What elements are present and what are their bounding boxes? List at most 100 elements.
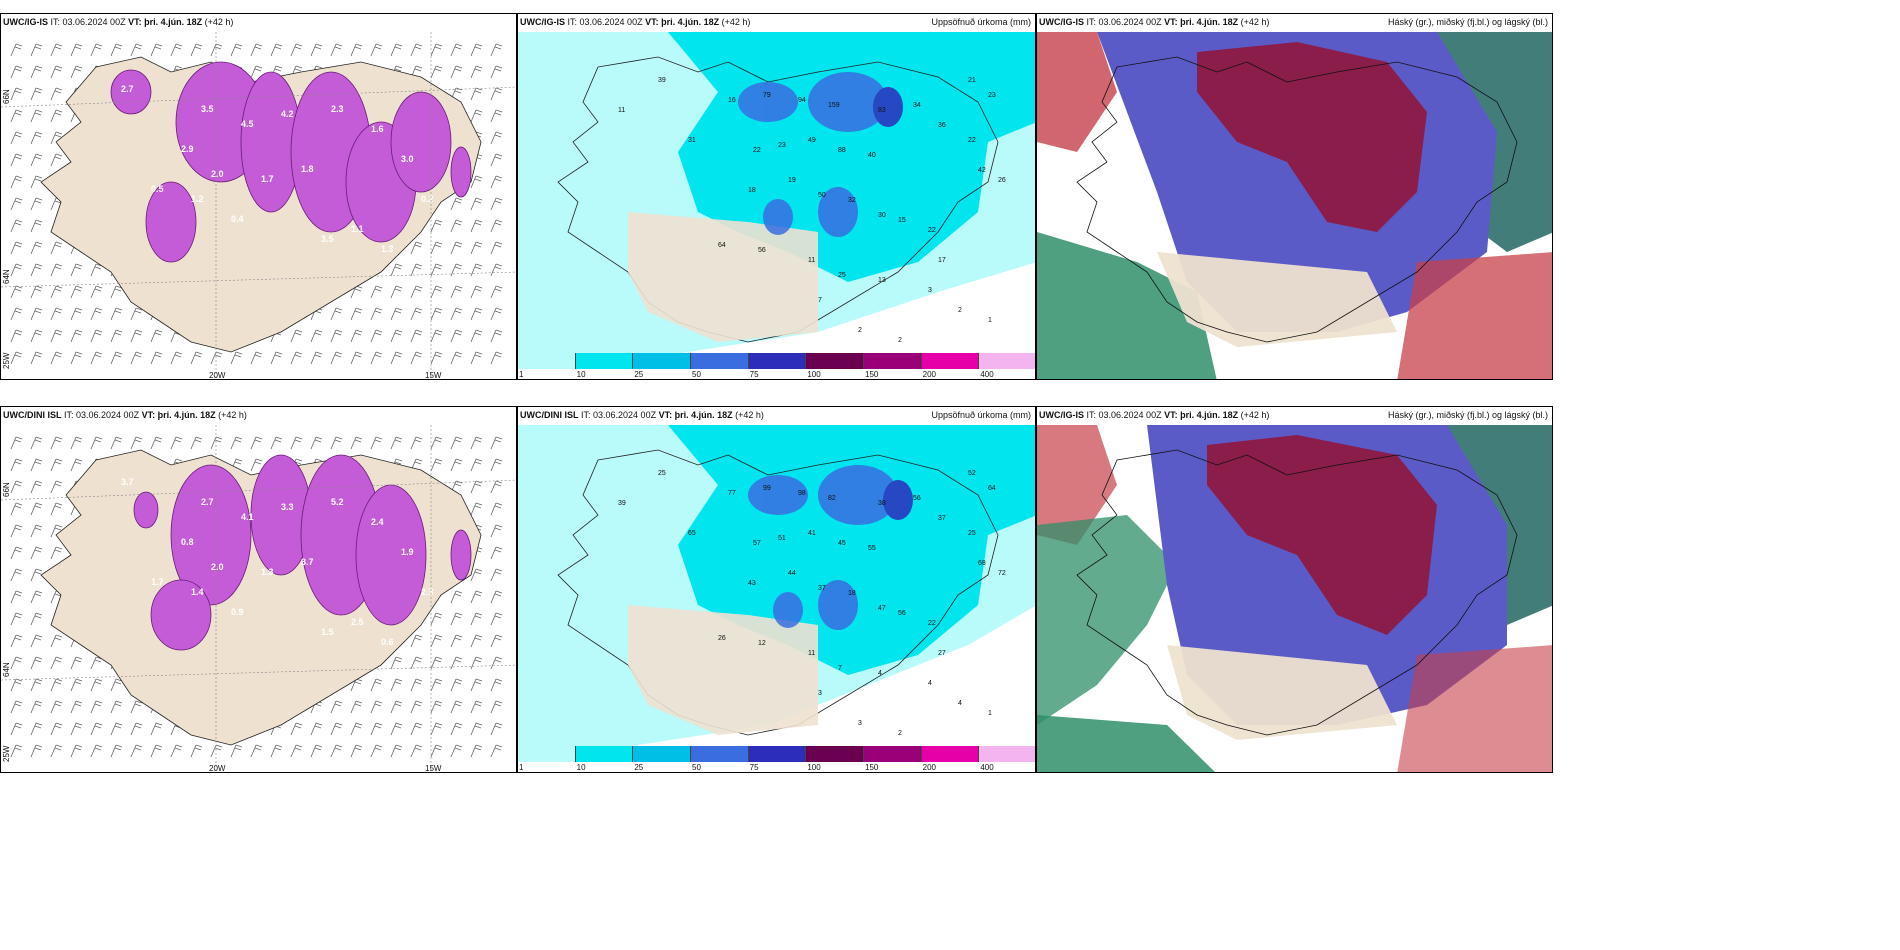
wind-barb [430,634,443,648]
wind-barb [130,436,143,450]
wind-barb [350,329,363,343]
wind-barb [390,329,403,343]
wind-barb [30,436,43,450]
value-label: 25 [658,470,666,477]
wind-barb [490,87,503,101]
value-label: 50 [818,192,826,199]
wind-barb [50,656,63,670]
value-label: 1.3 [261,567,274,577]
wind-barb [250,43,263,57]
panel-title: UWC/IG-IS IT: 03.06.2024 00Z VT: þri. 4.… [1039,410,1270,420]
wind-barb [470,502,483,516]
value-label: 0.8 [181,537,194,547]
panel-cloud-top: UWC/IG-IS IT: 03.06.2024 00Z VT: þri. 4.… [1036,13,1553,380]
wind-barb [390,678,403,692]
wind-barb [90,285,103,299]
wind-barb [210,43,223,57]
wind-barb [450,219,463,233]
wind-barb [490,568,503,582]
wind-barb [50,436,63,450]
wind-barb [490,263,503,277]
colorbar-cell [864,746,922,762]
colorbar-label: 25 [634,370,644,379]
wind-barb [470,458,483,472]
wind-barb [490,351,503,365]
wind-barb [50,502,63,516]
wind-barb [90,43,103,57]
value-label: 2.0 [211,562,224,572]
wind-barb [10,131,23,145]
colorbar-label: 50 [692,763,701,772]
wind-barb [430,263,443,277]
value-label: 40 [868,152,876,159]
wind-barb [450,241,463,255]
wind-barb [70,744,83,758]
wind-barb [450,634,463,648]
wind-barb [370,436,383,450]
value-label: 2 [958,307,962,314]
wind-barb [30,87,43,101]
wind-barb [430,678,443,692]
wind-barb [150,351,163,365]
wind-barb [90,263,103,277]
wind-barb [130,700,143,714]
wind-map: 2.7 3.5 4.5 4.2 2.3 1.6 3.0 2.9 2.0 1.7 0.5 1.2 1.8 0… [1,32,516,379]
wind-barb [490,65,503,79]
wind-barb [50,351,63,365]
colorbar-cell [864,353,922,369]
wind-barb [310,722,323,736]
wind-barb [10,307,23,321]
wind-barb [50,634,63,648]
wind-barb [10,656,23,670]
wind-barb [470,590,483,604]
wind-barb [90,329,103,343]
wind-barb [450,43,463,57]
precip-values-top: 3911311679941598334212322234988403622422… [618,77,1006,344]
wind-barb [10,351,23,365]
wind-barb [430,43,443,57]
wind-barb [230,43,243,57]
value-label: 30 [878,212,886,219]
wind-barb [50,43,63,57]
value-label: 11 [618,107,625,114]
wind-barb [390,285,403,299]
wind-barb [30,351,43,365]
value-label: 83 [878,107,886,114]
wind-barb [490,285,503,299]
wind-barb [430,744,443,758]
wind-barb [450,590,463,604]
wind-barb [110,329,123,343]
colorbar-cell [921,353,980,369]
value-label: 2.7 [201,497,214,507]
colorbar-label: 75 [749,763,759,772]
wind-barb [10,744,23,758]
colorbar-label: 50 [692,370,701,379]
value-label: 7 [838,665,842,672]
wind-barb [50,285,63,299]
wind-barb [10,241,23,255]
wind-barb [30,43,43,57]
wind-barb [110,351,123,365]
value-label: 1 [988,710,992,717]
panel-title: UWC/IG-IS IT: 03.06.2024 00Z VT: þri. 4.… [520,17,751,27]
panel-title: UWC/IG-IS IT: 03.06.2024 00Z VT: þri. 4.… [3,17,234,27]
value-label: 2.5 [351,617,364,627]
wind-barb [350,744,363,758]
wind-barb [410,241,423,255]
lat-label-66n: 66N [2,482,11,497]
wind-barb [290,722,303,736]
wind-barb [490,722,503,736]
wind-barb [470,744,483,758]
value-label: 11 [808,257,815,264]
wind-barb [270,436,283,450]
wind-barb [490,656,503,670]
wind-barb [490,307,503,321]
value-label: 27 [938,650,946,657]
wind-barb [250,65,263,79]
wind-barb [30,65,43,79]
value-label: 39 [658,77,666,84]
wind-barb [10,109,23,123]
wind-barb [30,678,43,692]
wind-barb [330,436,343,450]
wind-barb [310,436,323,450]
